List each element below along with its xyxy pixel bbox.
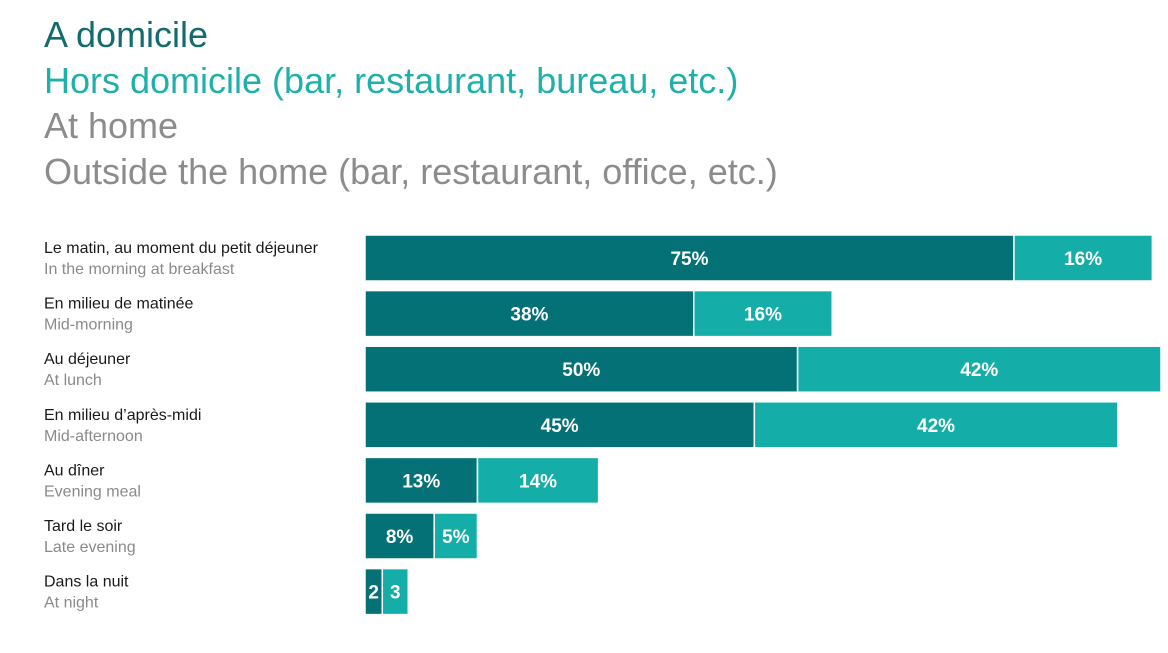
bar-outside-home <box>381 567 410 616</box>
category-label-en: Mid-afternoon <box>44 428 143 445</box>
category-label-en: At night <box>44 595 99 612</box>
bar-at-home <box>364 512 435 560</box>
category-label-en: In the morning at breakfast <box>44 261 235 278</box>
bar-at-home <box>364 345 799 393</box>
data-label: 16% <box>744 305 782 326</box>
legend: A domicile Hors domicile (bar, restauran… <box>44 12 778 194</box>
data-label: 14% <box>519 471 557 492</box>
category-label-fr: Au dîner <box>44 462 105 479</box>
category-label-fr: Au déjeuner <box>44 351 131 368</box>
legend-entry-home-fr: A domicile <box>44 14 209 55</box>
category-label-en: Mid-morning <box>44 317 133 334</box>
legend-entry-outside-fr: Hors domicile (bar, restaurant, bureau, … <box>44 59 739 101</box>
category-label-fr: En milieu de matinée <box>44 296 194 313</box>
data-label: 75% <box>670 249 708 270</box>
category-label-en: At lunch <box>44 372 102 389</box>
category-label-en: Late evening <box>44 539 136 556</box>
legend-entry-home-en: At home <box>44 105 179 146</box>
bar-at-home <box>364 289 695 338</box>
data-label: 42% <box>960 360 998 381</box>
bar-outside-home <box>476 456 600 505</box>
data-label: 16% <box>1064 249 1102 270</box>
bar-at-home <box>364 401 756 449</box>
data-label: 5% <box>442 527 470 548</box>
category-label-fr: Le matin, au moment du petit déjeuner <box>44 240 319 257</box>
data-label: 45% <box>541 416 579 437</box>
bar-at-home <box>364 456 479 505</box>
bar-outside-home <box>753 401 1119 449</box>
legend-entry-outside-en: Outside the home (bar, restaurant, offic… <box>44 150 778 192</box>
data-label: 42% <box>917 416 955 437</box>
category-label-fr: Tard le soir <box>44 518 123 535</box>
category-label-fr: En milieu d’après-midi <box>44 407 201 424</box>
category-label-en: Evening meal <box>44 483 141 500</box>
bar-outside-home <box>433 512 479 560</box>
bar-outside-home <box>1013 234 1154 282</box>
data-label: 13% <box>402 471 440 492</box>
bar-at-home <box>364 234 1015 282</box>
bar-outside-home <box>796 345 1162 393</box>
data-label: 8% <box>386 527 414 548</box>
bar-outside-home <box>693 289 833 338</box>
category-label-fr: Dans la nuit <box>44 574 129 591</box>
data-label: 2 <box>368 583 379 604</box>
data-label: 3 <box>390 583 401 604</box>
data-label: 38% <box>510 305 548 326</box>
data-label: 50% <box>562 360 600 381</box>
